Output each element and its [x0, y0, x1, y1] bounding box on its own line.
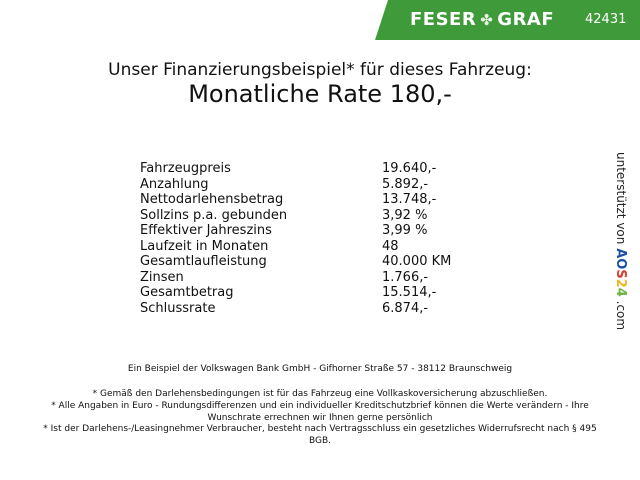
bank-info: Ein Beispiel der Volkswagen Bank GmbH - … [127, 364, 513, 374]
row-value: 40.000 KM [382, 254, 452, 269]
table-row: Gesamtlaufleistung 40.000 KM [140, 254, 451, 270]
row-value: 1.766,- [382, 269, 429, 285]
row-value: 13.748,- [382, 192, 437, 207]
brand-name-2: GRAF [497, 9, 555, 30]
row-value: 3,99 % [382, 223, 428, 238]
table-row: Sollzins p.a. gebunden 3,92 % [140, 208, 451, 224]
table-row: Fahrzeugpreis 19.640,- [140, 161, 451, 177]
sponsor-note: unterstützt von AOS24 .com [613, 152, 628, 330]
table-row: Nettodarlehensbetrag 13.748,- [140, 192, 451, 208]
row-label: Zinsen [140, 269, 184, 285]
row-label: Schlussrate [140, 300, 216, 316]
row-value: 5.892,- [382, 176, 429, 192]
table-row: Zinsen 1.766,- [140, 270, 451, 286]
row-value: 15.514,- [382, 285, 437, 300]
sponsor-suffix: .com [614, 300, 628, 331]
clover-icon: ✤ [480, 10, 494, 29]
row-label: Effektiver Jahreszins [140, 223, 272, 238]
brand-logo: FESER ✤ GRAF [410, 9, 554, 30]
row-label: Sollzins p.a. gebunden [140, 207, 288, 223]
brand-name: FESER [410, 9, 477, 30]
row-value: 48 [382, 238, 399, 254]
row-label: Anzahlung [140, 176, 209, 192]
row-value: 19.640,- [382, 161, 437, 176]
footnote-3: * Ist der Darlehens-/Leasingnehmer Verbr… [43, 424, 597, 446]
table-row: Effektiver Jahreszins 3,99 % [140, 223, 451, 239]
row-label: Laufzeit in Monaten [140, 238, 269, 254]
financing-table: Fahrzeugpreis 19.640,- Anzahlung 5.892,- Net… [140, 161, 451, 316]
headline: Unser Finanzierungsbeispiel* für dieses … [108, 60, 532, 80]
dealer-id: 42431 [585, 12, 627, 27]
table-row: Anzahlung 5.892,- [140, 177, 451, 193]
table-row: Schlussrate 6.874,- [140, 301, 451, 317]
row-value: 6.874,- [382, 300, 429, 316]
aos24-logo: AOS24 [613, 248, 628, 297]
row-label: Nettodarlehensbetrag [140, 192, 284, 207]
monthly-rate: Monatliche Rate 180,- [188, 80, 452, 108]
table-row: Gesamtbetrag 15.514,- [140, 285, 451, 301]
sponsor-text: unterstützt von [614, 152, 628, 245]
footnote-2: * Alle Angaben in Euro - Rundungsdiffere… [51, 401, 589, 423]
row-label: Gesamtbetrag [140, 285, 234, 300]
header-banner [375, 0, 640, 40]
footnote-1: * Gemäß den Darlehensbedingungen ist für… [92, 389, 548, 399]
table-row: Laufzeit in Monaten 48 [140, 239, 451, 255]
row-value: 3,92 % [382, 207, 428, 223]
row-label: Fahrzeugpreis [140, 161, 231, 176]
row-label: Gesamtlaufleistung [140, 254, 267, 269]
